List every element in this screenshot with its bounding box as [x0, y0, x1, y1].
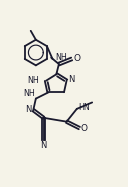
Text: O: O [73, 54, 80, 63]
Text: N: N [40, 141, 47, 150]
Text: N: N [25, 105, 32, 114]
Text: O: O [81, 124, 88, 133]
Text: NH: NH [56, 53, 67, 62]
Text: HN: HN [78, 103, 90, 112]
Text: NH: NH [27, 76, 39, 85]
Text: N: N [68, 75, 74, 84]
Text: NH: NH [23, 89, 35, 98]
